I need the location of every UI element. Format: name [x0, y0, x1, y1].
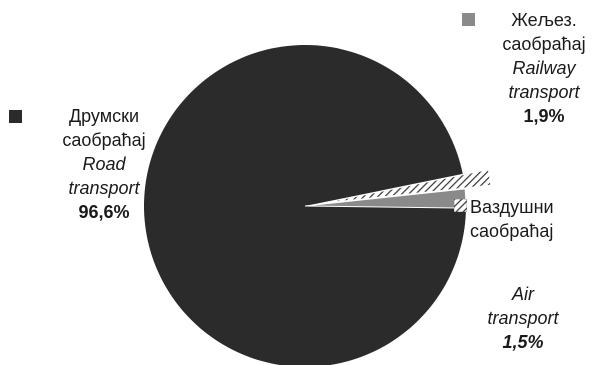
legend-swatch-rail: [462, 13, 475, 26]
legend-air-percentage: 1,5%: [502, 332, 544, 352]
legend-road-en-line1: Road: [82, 154, 126, 174]
legend-label-air-sr: Ваздушни саобраћај: [470, 195, 593, 243]
legend-rail-en-line1: Railway: [512, 58, 576, 78]
legend-air-en-line2: transport: [487, 308, 559, 328]
legend-rail-sr-line2: саобраћај: [502, 34, 586, 54]
pie-slice-road: [144, 45, 466, 365]
legend-label-road: Друмски саобраћај Road transport 96,6%: [34, 104, 174, 224]
legend-rail-percentage: 1,9%: [523, 106, 565, 126]
legend-air-sr-line2: саобраћај: [470, 221, 554, 241]
legend-road-percentage: 96,6%: [78, 202, 130, 222]
legend-road-sr-line2: саобраћај: [62, 130, 146, 150]
legend-rail-sr-line1: Жељез.: [511, 10, 577, 30]
legend-road-sr-line1: Друмски: [68, 106, 140, 126]
legend-road-en-line2: transport: [68, 178, 140, 198]
pie-slice-air: [322, 168, 492, 204]
legend-air-sr-line1: Ваздушни: [470, 197, 554, 217]
legend-label-rail: Жељез. саобраћај Railway transport 1,9%: [494, 8, 593, 128]
legend-air-en-line1: Air: [512, 284, 534, 304]
legend-rail-en-line2: transport: [508, 82, 580, 102]
legend-swatch-air: [454, 199, 467, 212]
pie-slices: [144, 45, 492, 365]
legend-label-air-en: Air transport 1,5%: [468, 282, 578, 354]
legend-swatch-road: [9, 110, 22, 123]
